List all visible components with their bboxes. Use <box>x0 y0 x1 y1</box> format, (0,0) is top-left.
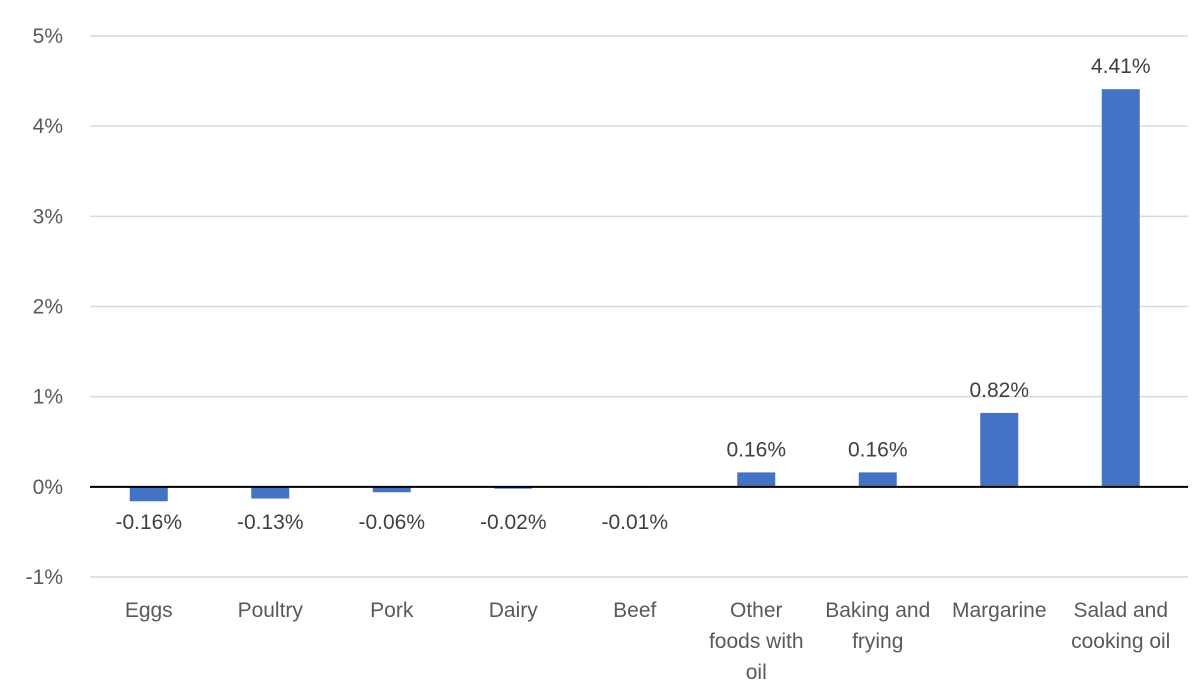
data-label: -0.06% <box>358 511 425 534</box>
category-label-line: Pork <box>370 599 414 622</box>
category-label-line: cooking oil <box>1071 630 1170 653</box>
bar <box>129 486 168 502</box>
category-label: Margarine <box>952 599 1047 622</box>
data-label: 0.16% <box>726 438 786 461</box>
data-label: 0.16% <box>848 438 908 461</box>
category-label-line: Margarine <box>952 599 1047 622</box>
data-label: -0.13% <box>237 511 304 534</box>
category-label-line: Dairy <box>489 599 539 622</box>
data-label: -0.16% <box>115 511 182 534</box>
y-tick-label: 1% <box>33 386 63 409</box>
category-label: Dairy <box>489 599 539 622</box>
bar <box>858 472 897 487</box>
bar <box>980 412 1019 487</box>
bars <box>129 89 1140 502</box>
bar <box>737 472 776 487</box>
category-label-line: Salad and <box>1073 599 1168 622</box>
category-label: Pork <box>370 599 414 622</box>
y-tick-label: 3% <box>33 205 63 228</box>
category-label-line: oil <box>746 661 767 684</box>
category-label-line: Other <box>730 599 783 622</box>
y-tick-label: 5% <box>33 25 63 48</box>
category-label-line: frying <box>852 630 903 653</box>
bar <box>372 486 411 493</box>
category-label: Eggs <box>125 599 173 622</box>
y-axis-tick-labels: -1% 0% 1% 2% 3% 4% 5% <box>26 25 63 589</box>
y-tick-label: 4% <box>33 115 63 138</box>
category-label-line: Eggs <box>125 599 173 622</box>
y-tick-label: 2% <box>33 296 63 319</box>
data-label: 4.41% <box>1091 55 1151 78</box>
category-label-line: Beef <box>613 599 656 622</box>
bar <box>1101 89 1140 487</box>
data-label: 0.82% <box>969 379 1029 402</box>
category-label: Baking and frying <box>825 599 930 653</box>
gridlines <box>90 35 1188 578</box>
category-label-line: Poultry <box>238 599 304 622</box>
y-tick-label: 0% <box>33 476 63 499</box>
data-label: -0.02% <box>480 511 547 534</box>
category-label-line: Baking and <box>825 599 930 622</box>
category-label: Beef <box>613 599 656 622</box>
data-labels: -0.16% -0.13% -0.06% -0.02% -0.01% 0.16% 0.16%… <box>115 55 1150 534</box>
category-label: Poultry <box>238 599 304 622</box>
data-label: -0.01% <box>601 511 668 534</box>
y-tick-label: -1% <box>26 566 63 589</box>
category-label: Other foods with oil <box>709 599 804 684</box>
bar <box>251 486 290 499</box>
category-label-line: foods with <box>709 630 804 653</box>
category-labels: Eggs Poultry Pork Dairy Beef Other foods with o… <box>125 599 1171 684</box>
category-label: Salad and cooking oil <box>1071 599 1170 653</box>
